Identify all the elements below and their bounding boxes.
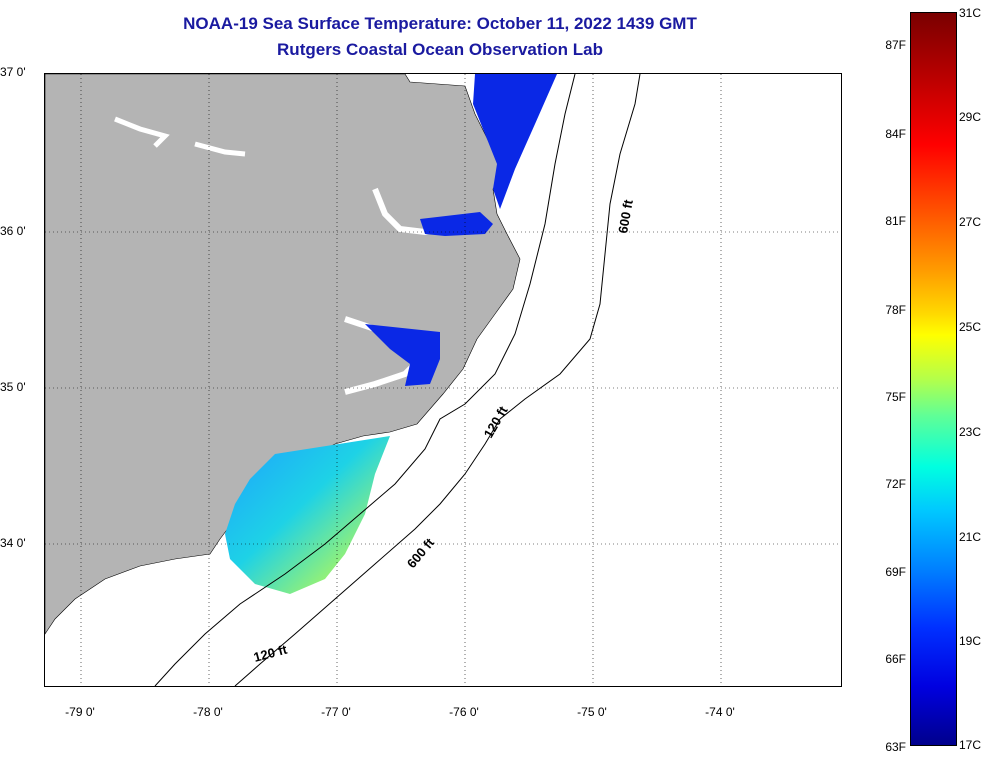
lat-label-34: 34 0' [0,536,26,550]
cb-f-72: 72F [885,477,906,491]
cb-c-25: 25C [959,320,982,334]
sst-cold-patch-pamlico [365,324,440,386]
title-line-1: NOAA-19 Sea Surface Temperature: October… [183,14,697,33]
lat-label-36: 36 0' [0,224,26,238]
cb-c-27: 27C [959,215,982,229]
title-line-2: Rutgers Coastal Ocean Observation Lab [277,40,603,59]
cb-f-63: 63F [885,740,906,754]
sst-map[interactable]: 600 ft 120 ft 600 ft 120 ft [44,73,842,687]
contour-120ft [154,74,576,686]
depth-label-120ft-south: 120 ft [252,641,289,664]
cb-f-78: 78F [885,303,906,317]
temperature-colorbar [910,12,957,746]
depth-label-600ft-north: 600 ft [615,198,636,235]
lat-label-35: 35 0' [0,380,26,394]
cb-c-31: 31C [959,6,982,20]
lon-label-75: -75 0' [577,705,607,719]
lon-label-76: -76 0' [449,705,479,719]
cb-c-21: 21C [959,530,982,544]
cb-f-75: 75F [885,390,906,404]
cb-f-69: 69F [885,565,906,579]
lon-label-77: -77 0' [321,705,351,719]
estuary-1 [114,116,246,157]
lon-label-78: -78 0' [193,705,223,719]
lat-label-37: 37 0' [0,65,26,79]
depth-label-120ft-mid: 120 ft [481,403,511,440]
sst-cold-patch-sound [420,212,493,236]
cb-c-23: 23C [959,425,982,439]
cb-f-87: 87F [885,38,906,52]
depth-label-600ft-south: 600 ft [404,535,438,571]
cb-f-81: 81F [885,214,906,228]
cb-f-66: 66F [885,652,906,666]
map-canvas: 600 ft 120 ft 600 ft 120 ft [45,74,841,686]
contour-600ft-north [234,74,641,686]
cb-c-19: 19C [959,634,982,648]
sst-cold-patch-north [473,74,557,209]
lon-label-79: -79 0' [65,705,95,719]
cb-f-84: 84F [885,127,906,141]
cb-c-17: 17C [959,738,982,752]
graticule [45,74,841,686]
cb-c-29: 29C [959,110,982,124]
sst-warm-patch [225,436,390,594]
lon-label-74: -74 0' [705,705,735,719]
